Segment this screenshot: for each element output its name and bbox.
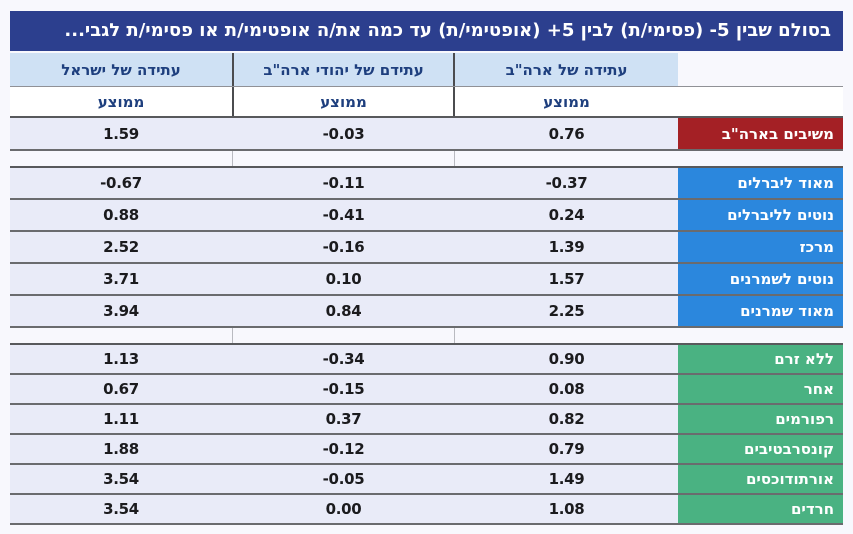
- value-us-jews: -0.34: [232, 345, 455, 373]
- table-row: מאוד שמרנים 2.25 0.84 3.94: [10, 296, 843, 328]
- value-israel: -0.67: [10, 168, 232, 198]
- row-label: נוטים לשמרנים: [678, 264, 843, 294]
- row-label: קונסרבטיבים: [678, 435, 843, 463]
- subheader-usa: ממוצע: [455, 87, 678, 116]
- table-row: ללא זרם 0.90 -0.34 1.13: [10, 345, 843, 375]
- value-israel: 2.52: [10, 232, 232, 262]
- value-usa: 1.39: [455, 232, 678, 262]
- value-usa: 1.08: [455, 495, 678, 523]
- column-header-israel: עתידה של ישראל: [10, 53, 232, 86]
- row-label: נוטים לליברלים: [678, 200, 843, 230]
- table-row: מרכז 1.39 -0.16 2.52: [10, 232, 843, 264]
- value-usa: 0.76: [455, 118, 678, 149]
- subheader-us-jews: ממוצע: [232, 87, 455, 116]
- value-israel: 1.88: [10, 435, 232, 463]
- gap-cell-us-jews: [232, 151, 455, 166]
- table-row: אורתודוכסים 1.49 -0.05 3.54: [10, 465, 843, 495]
- value-israel: 1.11: [10, 405, 232, 433]
- value-usa: 0.90: [455, 345, 678, 373]
- row-label: ללא זרם: [678, 345, 843, 373]
- value-usa: 0.82: [455, 405, 678, 433]
- table-row: אחר 0.08 -0.15 0.67: [10, 375, 843, 405]
- value-israel: 0.67: [10, 375, 232, 403]
- value-us-jews: -0.15: [232, 375, 455, 403]
- gap-cell-usa: [455, 328, 678, 343]
- table-header-row: עתידה של ארה"ב עתידם של יהודי ארה"ב עתיד…: [10, 53, 843, 87]
- value-usa: 1.49: [455, 465, 678, 493]
- row-label: אחר: [678, 375, 843, 403]
- value-usa: 1.57: [455, 264, 678, 294]
- row-label: אורתודוכסים: [678, 465, 843, 493]
- value-usa: 0.24: [455, 200, 678, 230]
- value-usa: 2.25: [455, 296, 678, 326]
- value-us-jews: -0.41: [232, 200, 455, 230]
- value-usa: 0.08: [455, 375, 678, 403]
- gap-cell-israel: [10, 328, 232, 343]
- value-usa: 0.79: [455, 435, 678, 463]
- table-row: רפורמים 0.82 0.37 1.11: [10, 405, 843, 435]
- header-label-spacer: [678, 53, 843, 86]
- value-us-jews: -0.05: [232, 465, 455, 493]
- value-us-jews: -0.12: [232, 435, 455, 463]
- row-label: מאוד ליברלים: [678, 168, 843, 198]
- section-gap: [10, 151, 843, 168]
- column-header-us-jews: עתידם של יהודי ארה"ב: [232, 53, 455, 86]
- row-label: מרכז: [678, 232, 843, 262]
- gap-cell-usa: [455, 151, 678, 166]
- page-title: בסולם שבין 5- (פסימי/ת) לבין 5+ (אופטימי…: [10, 11, 843, 51]
- value-us-jews: -0.16: [232, 232, 455, 262]
- infographic-table: בסולם שבין 5- (פסימי/ת) לבין 5+ (אופטימי…: [10, 11, 843, 525]
- column-header-usa: עתידה של ארה"ב: [455, 53, 678, 86]
- row-label: רפורמים: [678, 405, 843, 433]
- value-israel: 3.71: [10, 264, 232, 294]
- row-label: חרדים: [678, 495, 843, 523]
- table-row: חרדים 1.08 0.00 3.54: [10, 495, 843, 525]
- table-subheader-row: ממוצע ממוצע ממוצע: [10, 87, 843, 118]
- value-us-jews: -0.11: [232, 168, 455, 198]
- gap-cell-israel: [10, 151, 232, 166]
- value-us-jews: -0.03: [232, 118, 455, 149]
- value-israel: 1.13: [10, 345, 232, 373]
- table-row: נוטים לליברלים 0.24 -0.41 0.88: [10, 200, 843, 232]
- value-us-jews: 0.10: [232, 264, 455, 294]
- value-israel: 3.54: [10, 465, 232, 493]
- table-body: משיבים בארה"ב 0.76 -0.03 1.59 מאוד ליברלים -0…: [10, 118, 843, 525]
- gap-cell-us-jews: [232, 328, 455, 343]
- table-row: נוטים לשמרנים 1.57 0.10 3.71: [10, 264, 843, 296]
- subheader-israel: ממוצע: [10, 87, 232, 116]
- value-us-jews: 0.37: [232, 405, 455, 433]
- section-gap: [10, 328, 843, 345]
- table-row: מאוד ליברלים -0.37 -0.11 -0.67: [10, 168, 843, 200]
- value-israel: 0.88: [10, 200, 232, 230]
- subheader-label-spacer: [678, 87, 843, 116]
- gap-label-spacer: [678, 151, 843, 166]
- table-row: משיבים בארה"ב 0.76 -0.03 1.59: [10, 118, 843, 151]
- value-israel: 3.54: [10, 495, 232, 523]
- value-us-jews: 0.00: [232, 495, 455, 523]
- row-label: מאוד שמרנים: [678, 296, 843, 326]
- value-usa: -0.37: [455, 168, 678, 198]
- gap-label-spacer: [678, 328, 843, 343]
- row-label: משיבים בארה"ב: [678, 118, 843, 149]
- value-israel: 3.94: [10, 296, 232, 326]
- value-us-jews: 0.84: [232, 296, 455, 326]
- value-israel: 1.59: [10, 118, 232, 149]
- table-row: קונסרבטיבים 0.79 -0.12 1.88: [10, 435, 843, 465]
